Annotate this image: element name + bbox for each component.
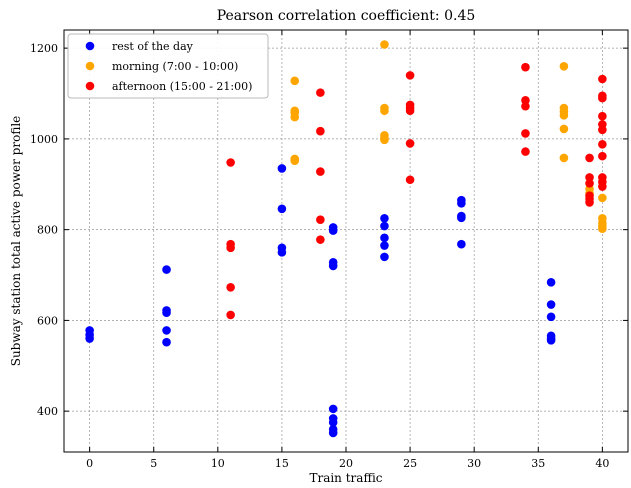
data-points (85, 40, 607, 438)
data-point-series-2 (405, 71, 415, 80)
data-point-series-1 (598, 224, 607, 234)
data-point-series-1 (559, 111, 569, 120)
data-point-series-0 (277, 164, 287, 173)
x-tick-label: 5 (150, 457, 157, 470)
data-point-series-1 (559, 62, 569, 71)
data-point-series-1 (380, 106, 389, 116)
data-point-series-0 (328, 261, 338, 271)
y-tick-label: 600 (37, 314, 58, 327)
data-point-series-1 (290, 76, 300, 86)
data-point-series-2 (405, 175, 415, 185)
legend-label: rest of the day (112, 40, 194, 53)
x-tick-label: 40 (595, 457, 609, 470)
x-axis-label: Train traffic (309, 471, 382, 485)
data-point-series-2 (585, 179, 594, 188)
y-tick-label: 1000 (30, 133, 58, 146)
data-point-series-0 (328, 418, 338, 427)
legend-label: afternoon (15:00 - 21:00) (112, 80, 252, 93)
data-point-series-2 (226, 158, 235, 167)
data-point-series-0 (380, 233, 389, 243)
data-point-series-2 (226, 282, 235, 292)
data-point-series-0 (546, 277, 556, 287)
data-point-series-0 (546, 300, 556, 309)
data-point-series-2 (316, 215, 325, 224)
data-point-series-2 (226, 310, 235, 320)
data-point-series-2 (598, 93, 607, 103)
data-point-series-1 (290, 112, 300, 122)
data-point-series-2 (585, 153, 594, 163)
data-point-series-2 (521, 147, 530, 156)
data-point-series-2 (598, 125, 607, 135)
data-point-series-2 (316, 126, 325, 136)
legend-marker (85, 41, 95, 51)
x-tick-label: 10 (211, 457, 225, 470)
y-tick-label: 1200 (30, 42, 58, 55)
data-point-series-0 (546, 336, 556, 345)
data-point-series-0 (162, 265, 171, 274)
data-point-series-0 (85, 334, 94, 343)
data-point-series-2 (598, 74, 607, 84)
data-point-series-0 (380, 252, 389, 262)
data-point-series-0 (162, 337, 171, 347)
x-tick-label: 20 (339, 457, 353, 470)
data-point-series-0 (457, 199, 466, 208)
data-point-series-0 (457, 239, 466, 249)
data-point-series-0 (380, 241, 389, 250)
data-point-series-1 (559, 153, 569, 163)
data-point-series-2 (316, 235, 325, 244)
data-point-series-2 (405, 139, 415, 148)
y-axis-label: Subway station total active power profil… (9, 116, 23, 367)
data-point-series-2 (598, 111, 607, 121)
data-point-series-2 (521, 129, 530, 138)
data-point-series-2 (316, 88, 325, 97)
x-tick-label: 15 (275, 457, 289, 470)
data-point-series-0 (277, 204, 287, 214)
y-tick-label: 400 (37, 405, 58, 418)
data-point-series-0 (328, 428, 338, 438)
data-point-series-1 (598, 193, 607, 203)
y-tick-label: 800 (37, 224, 58, 237)
data-point-series-1 (380, 40, 389, 49)
x-tick-label: 35 (531, 457, 545, 470)
data-point-series-0 (457, 213, 466, 223)
data-point-series-2 (585, 198, 594, 207)
chart-title: Pearson correlation coefficient: 0.45 (217, 8, 476, 24)
data-point-series-2 (405, 106, 415, 116)
data-point-series-2 (585, 173, 594, 182)
data-point-series-1 (380, 135, 389, 145)
data-point-series-2 (521, 62, 530, 72)
legend: rest of the day morning (7:00 - 10:00) aft… (67, 33, 269, 99)
x-tick-label: 30 (467, 457, 481, 470)
data-point-series-0 (328, 226, 338, 235)
data-point-series-0 (546, 312, 556, 322)
grid-lines (64, 30, 628, 452)
legend-label: morning (7:00 - 10:00) (112, 60, 238, 73)
x-tick-label: 25 (403, 457, 417, 470)
legend-marker (85, 81, 95, 91)
data-point-series-0 (277, 248, 287, 257)
legend-box (67, 33, 269, 99)
legend-marker (85, 61, 95, 71)
data-point-series-1 (559, 124, 569, 134)
x-tick-label: 0 (86, 457, 93, 470)
data-point-series-2 (521, 101, 530, 111)
data-point-series-0 (380, 214, 389, 223)
data-point-series-2 (598, 140, 607, 149)
data-point-series-1 (290, 156, 300, 165)
data-point-series-0 (328, 404, 338, 414)
data-point-series-2 (598, 151, 607, 161)
data-point-series-2 (316, 167, 325, 176)
data-point-series-2 (226, 243, 235, 253)
data-point-series-2 (598, 182, 607, 191)
data-point-series-0 (162, 326, 171, 335)
data-point-series-2 (521, 96, 530, 105)
data-point-series-0 (380, 221, 389, 231)
data-point-series-0 (162, 308, 171, 317)
